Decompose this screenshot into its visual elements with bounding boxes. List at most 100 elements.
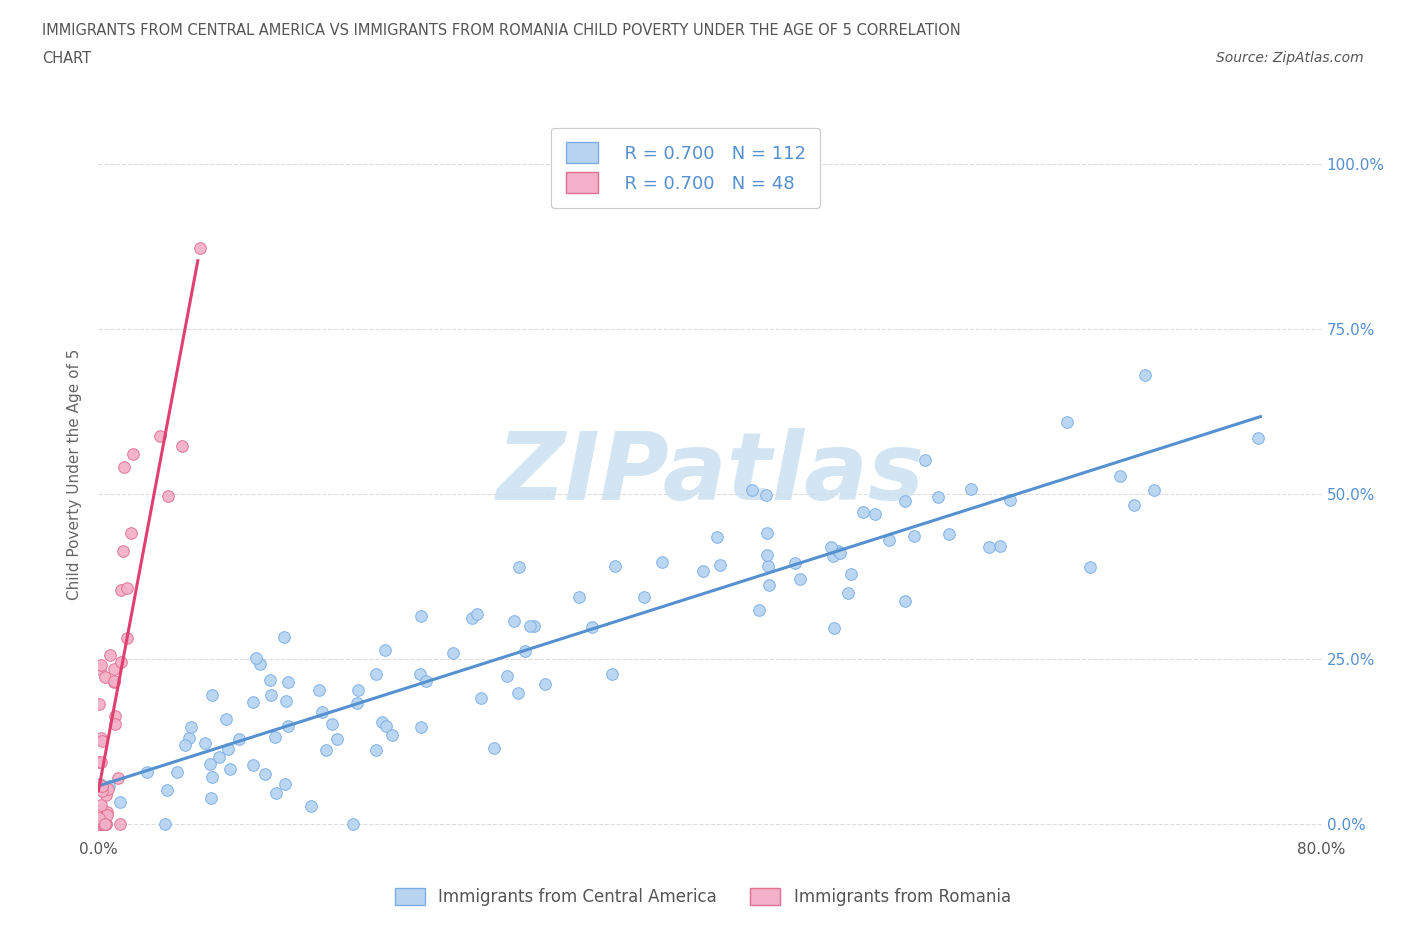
Point: [465, 606, 488, 621]
Point: [219, 762, 242, 777]
Point: [1080, 560, 1102, 575]
Point: [93, 817, 115, 831]
Point: [519, 618, 541, 633]
Y-axis label: Child Poverty Under the Age of 5: Child Poverty Under the Age of 5: [67, 349, 83, 600]
Point: [741, 483, 763, 498]
Point: [709, 558, 731, 573]
Point: [90, 803, 112, 817]
Point: [94, 817, 117, 831]
Point: [863, 507, 886, 522]
Point: [470, 691, 492, 706]
Point: [136, 764, 159, 779]
Point: [260, 688, 283, 703]
Point: [823, 549, 845, 564]
Point: [321, 717, 343, 732]
Point: [1109, 469, 1132, 484]
Point: [90, 754, 112, 769]
Point: [264, 729, 287, 744]
Point: [827, 543, 849, 558]
Point: [89, 697, 111, 711]
Point: [366, 666, 388, 681]
Point: [315, 742, 337, 757]
Point: [408, 667, 430, 682]
Text: Source: ZipAtlas.com: Source: ZipAtlas.com: [1216, 51, 1364, 65]
Point: [567, 590, 589, 604]
Point: [94, 670, 117, 684]
Point: [374, 642, 396, 657]
Point: [308, 682, 330, 697]
Point: [103, 662, 125, 677]
Point: [193, 736, 215, 751]
Point: [823, 621, 845, 636]
Point: [460, 610, 482, 625]
Point: [117, 631, 139, 645]
Point: [706, 529, 728, 544]
Point: [979, 540, 1001, 555]
Point: [852, 504, 875, 519]
Point: [249, 657, 271, 671]
Point: [756, 548, 779, 563]
Point: [98, 778, 121, 793]
Point: [253, 766, 276, 781]
Point: [155, 817, 177, 831]
Point: [87, 777, 110, 792]
Point: [273, 630, 295, 644]
Point: [1143, 482, 1166, 497]
Point: [828, 545, 851, 560]
Point: [108, 794, 131, 809]
Point: [200, 790, 222, 805]
Point: [94, 788, 117, 803]
Point: [342, 817, 364, 831]
Text: IMMIGRANTS FROM CENTRAL AMERICA VS IMMIGRANTS FROM ROMANIA CHILD POVERTY UNDER T: IMMIGRANTS FROM CENTRAL AMERICA VS IMMIG…: [42, 23, 960, 38]
Point: [90, 734, 112, 749]
Legend:   R = 0.700   N = 112,   R = 0.700   N = 48: R = 0.700 N = 112, R = 0.700 N = 48: [551, 128, 820, 207]
Point: [201, 687, 224, 702]
Point: [277, 674, 299, 689]
Point: [156, 783, 179, 798]
Point: [103, 674, 125, 689]
Point: [411, 609, 433, 624]
Point: [758, 578, 780, 592]
Point: [200, 757, 222, 772]
Point: [157, 488, 180, 503]
Point: [441, 646, 464, 661]
Point: [988, 538, 1011, 553]
Point: [998, 493, 1021, 508]
Point: [90, 798, 112, 813]
Point: [1056, 415, 1078, 430]
Point: [94, 817, 117, 831]
Point: [110, 655, 132, 670]
Point: [326, 731, 349, 746]
Point: [375, 718, 398, 733]
Point: [1133, 367, 1156, 382]
Point: [149, 429, 172, 444]
Point: [894, 593, 917, 608]
Point: [121, 446, 143, 461]
Point: [103, 673, 125, 688]
Point: [534, 676, 557, 691]
Point: [174, 737, 197, 752]
Point: [496, 669, 519, 684]
Point: [259, 672, 281, 687]
Point: [482, 740, 505, 755]
Point: [242, 694, 264, 709]
Point: [90, 817, 112, 831]
Point: [839, 566, 862, 581]
Point: [188, 240, 211, 255]
Point: [201, 770, 224, 785]
Point: [108, 817, 131, 831]
Point: [94, 817, 117, 831]
Point: [94, 817, 117, 831]
Point: [502, 614, 524, 629]
Point: [179, 731, 201, 746]
Point: [87, 754, 110, 769]
Point: [371, 714, 394, 729]
Point: [208, 750, 231, 764]
Point: [104, 717, 127, 732]
Point: [97, 782, 120, 797]
Point: [87, 817, 110, 831]
Point: [90, 783, 112, 798]
Point: [120, 525, 142, 540]
Point: [1247, 431, 1270, 445]
Point: [89, 817, 111, 831]
